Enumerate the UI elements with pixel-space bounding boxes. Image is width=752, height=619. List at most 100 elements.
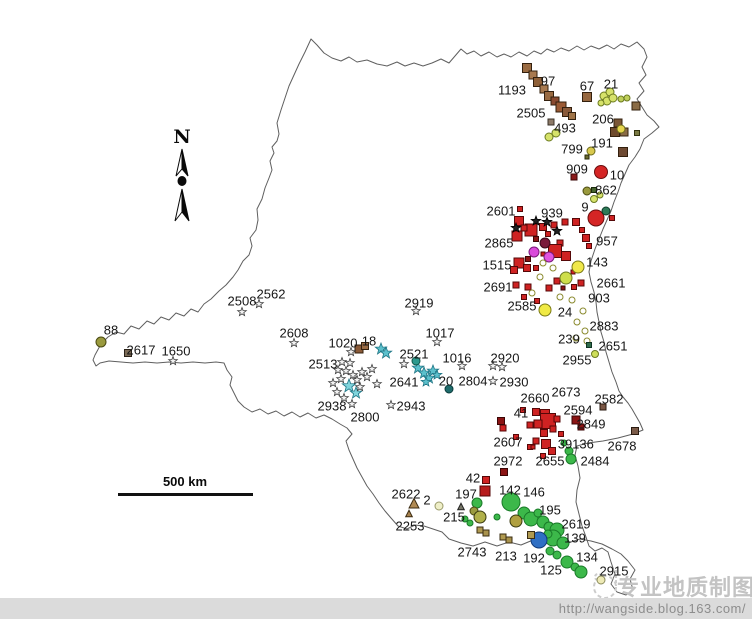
site-marker-c [574, 565, 588, 579]
site-label: 2883 [590, 319, 619, 334]
site-marker-c [591, 350, 599, 358]
site-marker-sq [511, 230, 523, 242]
site-label: 143 [586, 255, 608, 270]
site-marker-c [543, 251, 555, 263]
site-marker-c [509, 514, 523, 528]
site-marker-sq [582, 234, 590, 242]
site-marker-st [347, 369, 359, 380]
site-marker-sq [524, 283, 532, 291]
site-marker-c [434, 501, 444, 511]
site-marker-sq [571, 284, 577, 290]
site-label: 2484 [581, 454, 610, 469]
site-marker-c [623, 94, 631, 102]
site-marker-c [559, 271, 573, 285]
site-marker-c [596, 575, 606, 585]
site-label: 2513 [309, 357, 338, 372]
scale-label: 500 km [163, 474, 207, 489]
site-marker-c [582, 186, 592, 196]
site-marker-sq [499, 533, 507, 541]
site-label: 24 [558, 305, 572, 320]
site-marker-sq [500, 468, 508, 476]
site-marker-c [594, 165, 608, 179]
site-label: 191 [591, 136, 613, 151]
site-label: 957 [596, 234, 618, 249]
country-outline [92, 38, 660, 596]
site-marker-sq [591, 187, 597, 193]
site-marker-st [341, 377, 357, 393]
site-marker-st [411, 360, 425, 374]
source-url[interactable]: http://wangside.blog.163.com/ [558, 601, 746, 616]
site-label: 2641 [390, 375, 419, 390]
site-marker-tr [408, 497, 420, 509]
site-label: 1020 [329, 336, 358, 351]
site-marker-sq [547, 118, 555, 126]
site-label: 862 [595, 183, 617, 198]
site-label: 2622 [392, 487, 421, 502]
site-marker-sq [572, 218, 580, 226]
site-marker-st [335, 373, 347, 384]
site-marker-sq [584, 154, 590, 160]
site-marker-c [501, 492, 521, 512]
site-marker-sq [568, 112, 576, 120]
site-marker-sq [571, 415, 581, 425]
site-marker-st [510, 221, 522, 233]
site-label: 41 [514, 406, 528, 421]
site-marker-sq [520, 224, 528, 232]
site-marker-st [338, 392, 350, 403]
site-label: 493 [554, 121, 576, 136]
site-marker-sq [510, 266, 518, 274]
site-label: 2562 [257, 287, 286, 302]
site-label: 134 [576, 550, 598, 565]
site-marker-st [417, 365, 431, 379]
site-label: 2661 [597, 276, 626, 291]
site-marker-sq [541, 439, 551, 449]
site-marker-sq [533, 77, 543, 87]
site-label: 9 [581, 200, 588, 215]
site-label: 136 [572, 437, 594, 452]
site-marker-c [573, 318, 581, 326]
site-label: 2585 [508, 299, 537, 314]
site-marker-c [579, 307, 587, 315]
site-label: 142 [499, 483, 521, 498]
site-marker-st [327, 377, 339, 388]
source-bar: http://wangside.blog.163.com/ [0, 598, 752, 619]
site-marker-sq [532, 437, 540, 445]
scale-bar: 500 km [118, 474, 253, 496]
site-marker-c [568, 296, 576, 304]
site-marker-c [528, 246, 540, 258]
site-marker-st [379, 345, 393, 359]
site-label: 2673 [552, 385, 581, 400]
site-label: 1650 [162, 344, 191, 359]
site-label: 1193 [498, 83, 526, 98]
site-marker-st [236, 306, 248, 317]
site-marker-c [572, 334, 580, 342]
site-label: 88 [104, 323, 118, 338]
site-marker-c [528, 289, 536, 297]
site-marker-st [332, 364, 344, 375]
site-marker-sq [545, 284, 553, 292]
site-marker-sq [479, 485, 491, 497]
site-label: 2930 [500, 375, 529, 390]
site-marker-sq [631, 101, 641, 111]
site-label: 197 [455, 487, 477, 502]
site-marker-st [530, 214, 542, 226]
site-marker-tr [456, 502, 466, 511]
site-marker-sq [482, 476, 490, 484]
site-marker-sq [558, 431, 564, 437]
site-label: 799 [561, 142, 583, 157]
site-marker-sq [533, 236, 539, 242]
site-label: 2608 [280, 326, 309, 341]
site-marker-c [571, 260, 585, 274]
site-marker-sq [124, 349, 132, 357]
site-marker-c [538, 303, 552, 317]
site-marker-sq [482, 529, 490, 537]
site-marker-sq [533, 265, 539, 271]
site-marker-st [340, 365, 352, 376]
site-marker-sq [609, 215, 615, 221]
site-marker-c [565, 453, 577, 465]
site-label: 1515 [483, 258, 512, 273]
site-marker-sq [550, 221, 558, 229]
site-marker-sq [534, 298, 540, 304]
